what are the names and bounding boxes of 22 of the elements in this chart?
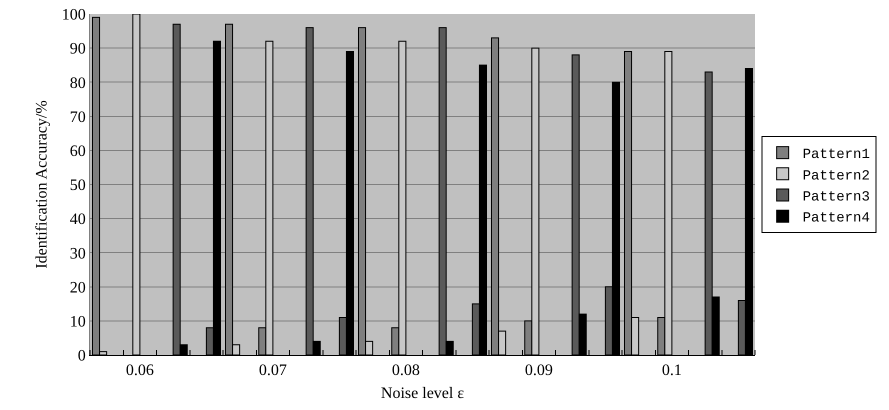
x-tick-label: 0.06 <box>126 362 154 380</box>
x-axis-title: Noise level ε <box>380 384 464 402</box>
y-tick-label: 40 <box>70 211 86 228</box>
y-tick-label: 20 <box>70 279 86 296</box>
y-tick-label: 70 <box>70 108 86 126</box>
x-tick-label: 0.07 <box>258 362 287 380</box>
legend-label: Pattern4 <box>802 210 870 227</box>
y-tick-label: 100 <box>62 6 86 24</box>
x-tick-label: 0.09 <box>524 362 553 380</box>
x-tick-label: 0.1 <box>662 362 682 380</box>
y-axis-title: Identification Accuracy/% <box>34 100 51 269</box>
legend-label: Pattern1 <box>802 147 870 164</box>
y-tick-label: 80 <box>70 74 86 92</box>
y-tick-label: 10 <box>70 314 86 330</box>
y-tick-label: 0 <box>78 348 86 365</box>
x-tick-label: 0.08 <box>392 362 420 380</box>
legend-label: Pattern3 <box>802 189 870 206</box>
y-tick-label: 60 <box>70 143 86 160</box>
legend-label: Pattern2 <box>802 168 870 184</box>
y-tick-label: 50 <box>70 177 86 194</box>
y-tick-label: 30 <box>70 245 86 262</box>
y-tick-label: 90 <box>70 40 86 58</box>
